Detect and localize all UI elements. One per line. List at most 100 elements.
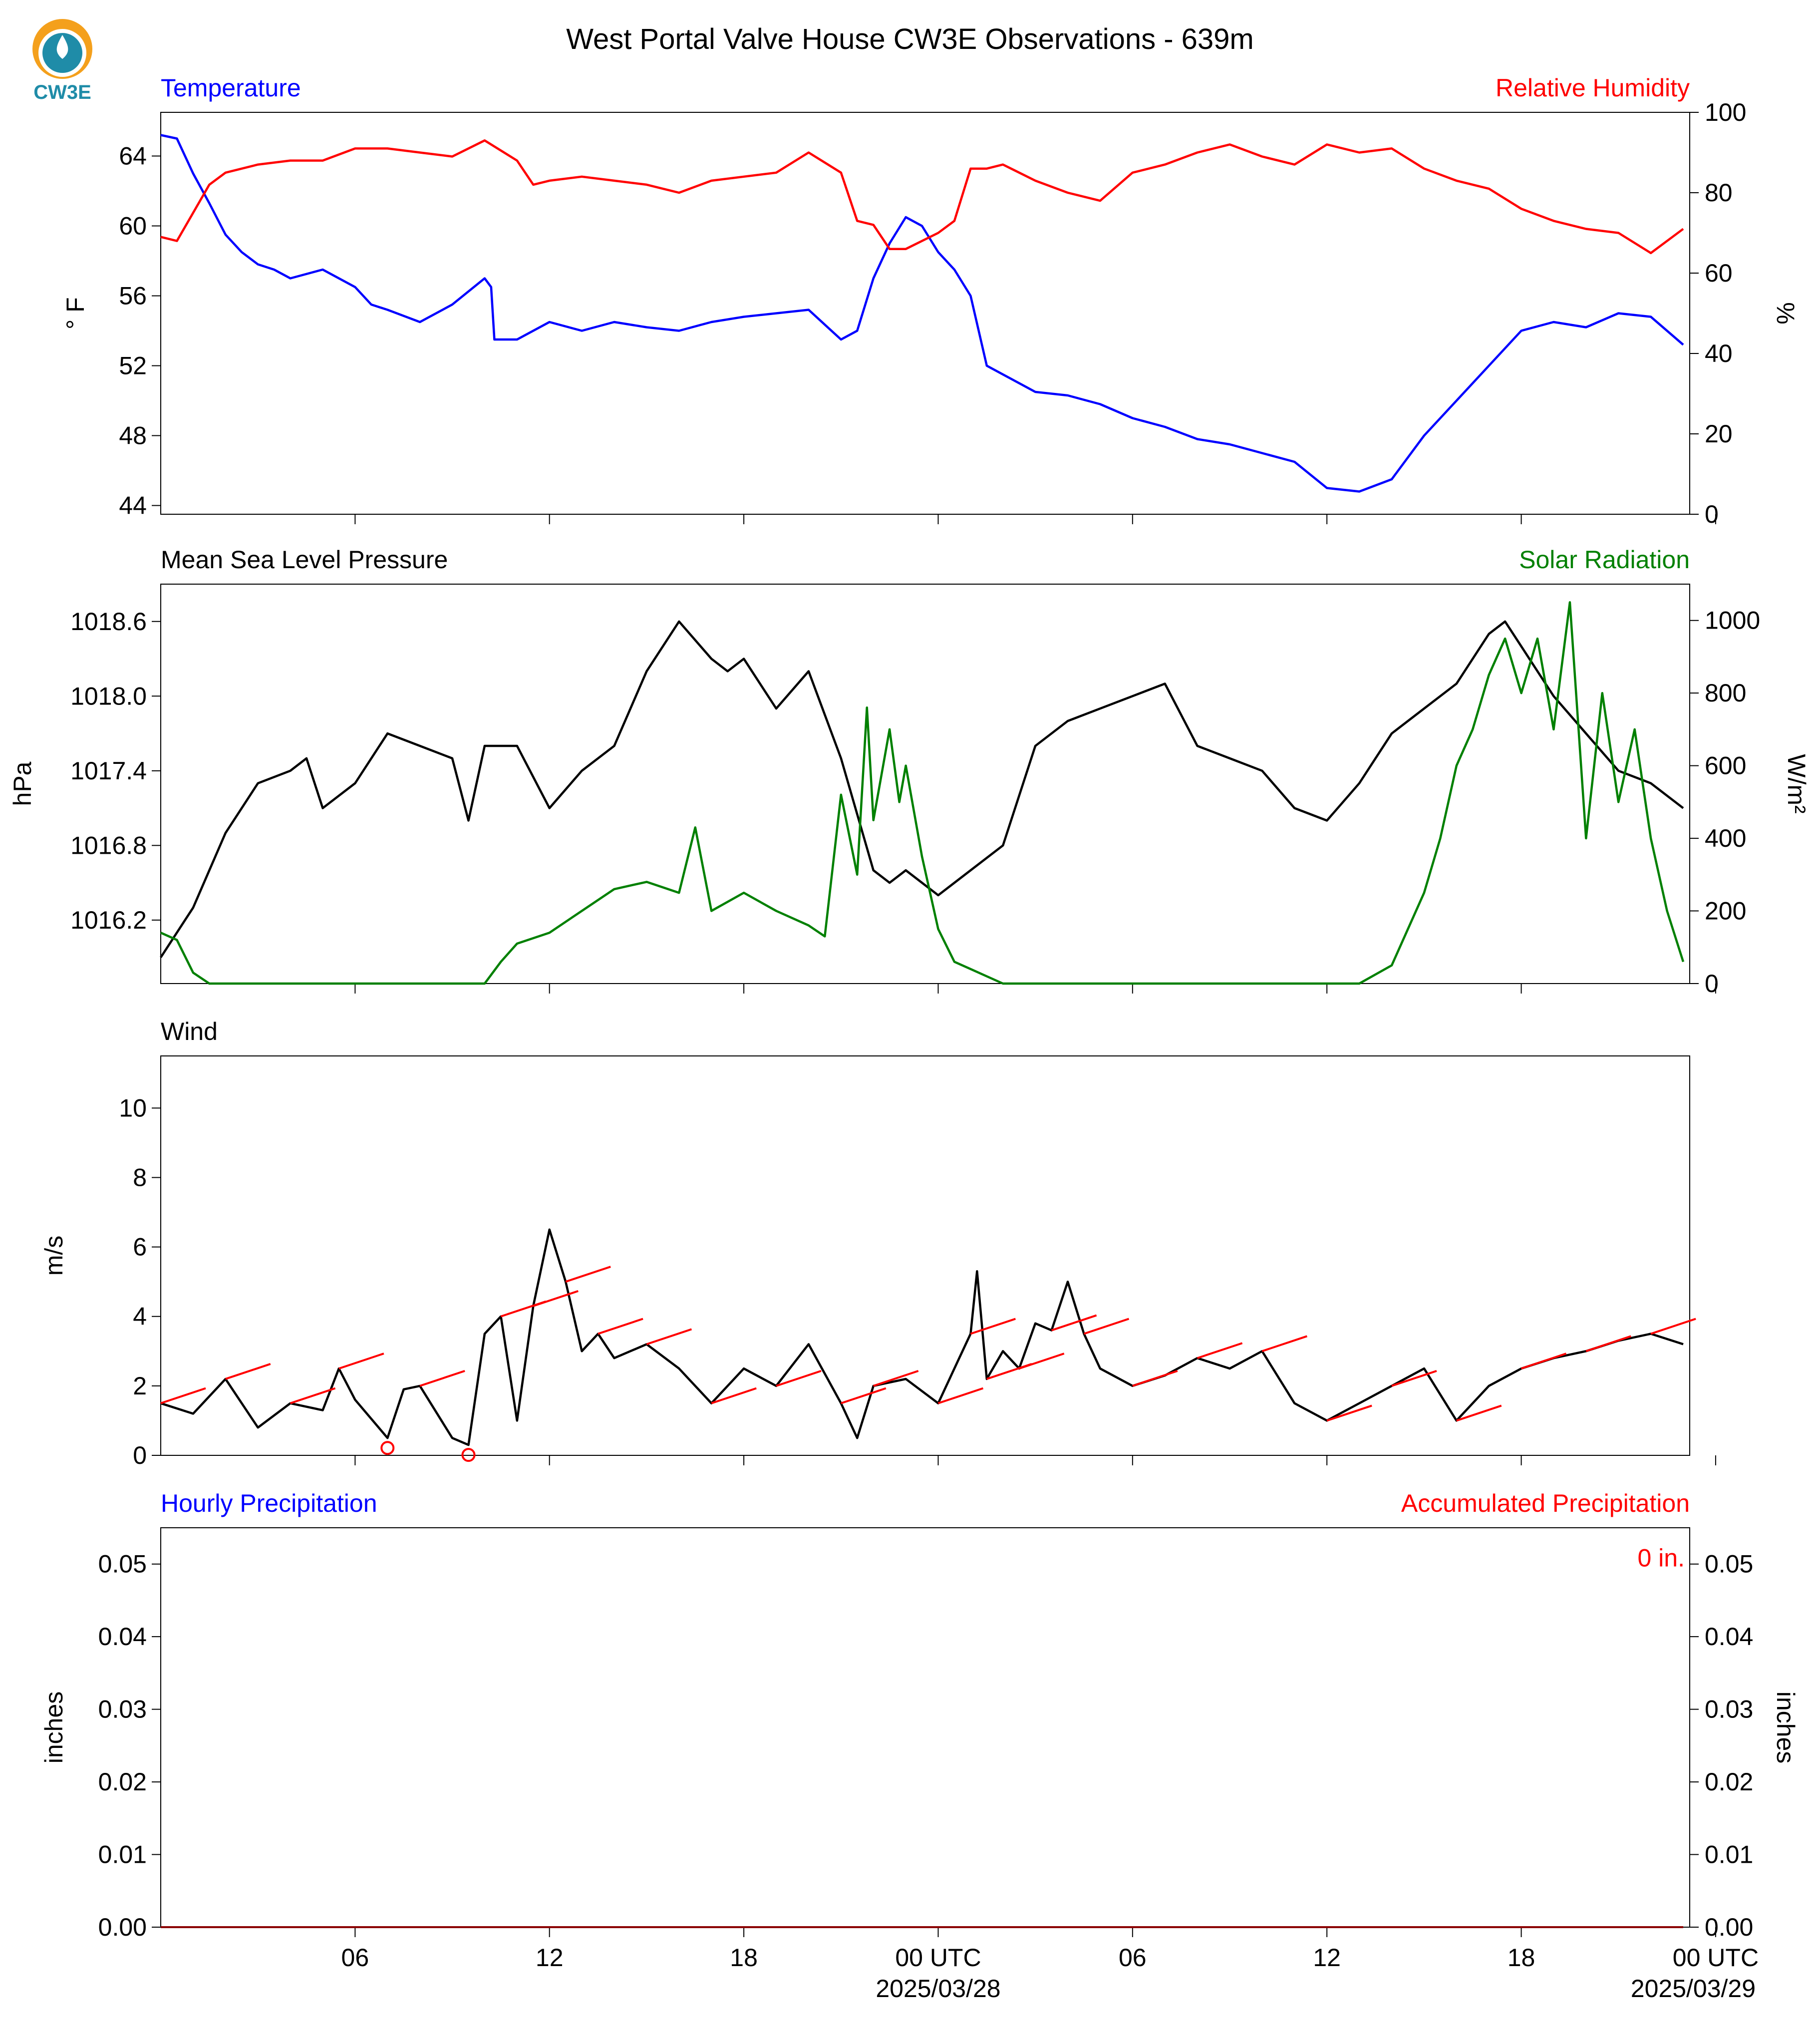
y-tick-label-right: 60	[1705, 259, 1733, 287]
wind-barb-icon	[841, 1387, 887, 1404]
y-tick-label-right: 20	[1705, 420, 1733, 448]
panel-2: Mean Sea Level Pressure Solar Radiation 10…	[8, 546, 1811, 998]
wind-barb-icon	[419, 1369, 465, 1387]
x-date-label: 2025/03/29	[1631, 1975, 1756, 2003]
plot-frame	[160, 1055, 1690, 1456]
wind-barb-icon	[565, 1266, 611, 1283]
y-tick-label-right: 1000	[1705, 607, 1760, 635]
wind-barb-icon	[646, 1328, 692, 1346]
panel-4: Hourly Precipitation Accumulated Precipit…	[40, 1489, 1800, 1941]
y-tick-label-left: 56	[119, 282, 147, 310]
y-tick-label-left: 1016.8	[70, 831, 147, 859]
wind-barb-icon	[970, 1318, 1016, 1335]
series-line-wind	[160, 1228, 1684, 1446]
panel-title-right: Solar Radiation	[1519, 546, 1690, 574]
accumulated-total-label: 0 in.	[1637, 1544, 1685, 1572]
y-tick-label-left: 48	[119, 422, 147, 450]
x-tick-label: 06	[341, 1944, 369, 1972]
panel-title-right: Accumulated Precipitation	[1401, 1489, 1690, 1517]
x-tick-label: 12	[536, 1944, 564, 1972]
series-line-mean-sea-level-pressure	[160, 620, 1684, 958]
chart-title: West Portal Valve House CW3E Observation…	[566, 23, 1254, 55]
x-date-label: 2025/03/28	[876, 1975, 1000, 2003]
y-tick-label-left: 44	[119, 492, 147, 520]
panel-title-left: Temperature	[161, 74, 301, 102]
y-tick-label-left: 52	[119, 352, 147, 380]
x-tick-label: 00 UTC	[895, 1944, 981, 1972]
panel-title-left: Wind	[161, 1017, 218, 1045]
y-axis-label-right: %	[1772, 302, 1800, 324]
y-tick-label-right: 0.05	[1705, 1550, 1753, 1578]
panel-3: Wind 0 2 4 6 8 10 m/s	[40, 1017, 1716, 1469]
y-tick-label-left: 10	[119, 1094, 147, 1122]
y-tick-label-left: 1018.6	[70, 608, 147, 636]
y-tick-label-right: 0	[1705, 500, 1719, 528]
plot-frame	[160, 112, 1690, 515]
x-tick-label: 18	[730, 1944, 758, 1972]
y-tick-label-left: 2	[133, 1372, 147, 1400]
y-tick-label-left: 1018.0	[70, 682, 147, 710]
y-tick-label-right: 40	[1705, 339, 1733, 367]
y-tick-label-right: 0	[1705, 970, 1719, 998]
logo-text: CW3E	[33, 81, 91, 103]
y-axis-label-left: inches	[40, 1692, 68, 1764]
y-tick-label-left: 0.02	[98, 1768, 147, 1796]
y-tick-label-right: 600	[1705, 752, 1746, 780]
calm-wind-icon	[380, 1441, 395, 1455]
y-tick-label-right: 0.04	[1705, 1623, 1753, 1651]
wind-barb-icon	[290, 1387, 336, 1404]
y-tick-label-left: 0.00	[98, 1913, 147, 1941]
y-tick-label-right: 0.03	[1705, 1695, 1753, 1723]
series-line-temperature	[160, 134, 1684, 493]
y-tick-label-left: 4	[133, 1303, 147, 1331]
y-tick-label-left: 64	[119, 142, 147, 170]
y-axis-label-left: m/s	[40, 1236, 68, 1276]
y-tick-label-right: 80	[1705, 179, 1733, 207]
series-line-solar-radiation	[160, 601, 1685, 985]
wind-barb-icon	[1197, 1342, 1243, 1359]
wind-barb-icon	[1585, 1335, 1631, 1353]
x-tick-label: 00 UTC	[1673, 1944, 1759, 1972]
y-tick-label-right: 200	[1705, 897, 1746, 925]
wind-barb-icon	[711, 1387, 757, 1404]
series-line-relative-humidity	[160, 139, 1684, 255]
wind-barb-icon	[225, 1363, 271, 1380]
wind-barb-icon	[1051, 1314, 1097, 1332]
wind-barbs	[160, 1266, 1696, 1462]
y-tick-label-left: 6	[133, 1233, 147, 1261]
panels: Temperature Relative Humidity444852566064…	[8, 74, 1811, 2003]
x-tick-label: 06	[1119, 1944, 1147, 1972]
wind-barb-icon	[598, 1318, 643, 1335]
wind-barb-icon	[937, 1387, 984, 1404]
y-tick-label-left: 0.03	[98, 1695, 147, 1723]
wind-barb-icon	[1132, 1369, 1178, 1387]
wind-barb-icon	[776, 1369, 822, 1387]
y-axis-label-left: hPa	[8, 761, 36, 806]
y-tick-label-left: 0.04	[98, 1623, 147, 1651]
y-tick-label-left: 0	[133, 1441, 147, 1469]
y-tick-label-left: 8	[133, 1163, 147, 1191]
wind-barb-icon	[1083, 1318, 1130, 1335]
panel-1: Temperature Relative Humidity 44 48 52 56 60 64…	[61, 74, 1800, 528]
wind-barb-icon	[160, 1387, 206, 1404]
y-tick-label-right: 400	[1705, 824, 1746, 852]
panel-title-left: Mean Sea Level Pressure	[161, 546, 448, 574]
x-tick-label: 12	[1313, 1944, 1341, 1972]
y-tick-label-left: 1016.2	[70, 906, 147, 934]
wind-barb-icon	[338, 1353, 384, 1369]
logo-drop-icon	[56, 35, 68, 59]
y-tick-label-right: 0.01	[1705, 1841, 1753, 1869]
panel-title-left: Hourly Precipitation	[161, 1489, 377, 1517]
y-axis-label-left: ° F	[61, 297, 89, 329]
calm-wind-icon	[461, 1448, 476, 1462]
wind-barb-icon	[1391, 1369, 1437, 1387]
y-tick-label-left: 0.01	[98, 1841, 147, 1869]
wind-barb-icon	[873, 1369, 919, 1387]
y-tick-label-right: 100	[1705, 98, 1746, 126]
y-axis-label-right: inches	[1772, 1692, 1800, 1764]
wind-barb-icon	[1326, 1404, 1372, 1422]
panel-title-right: Relative Humidity	[1496, 74, 1690, 102]
wind-barb-icon	[1261, 1335, 1308, 1353]
